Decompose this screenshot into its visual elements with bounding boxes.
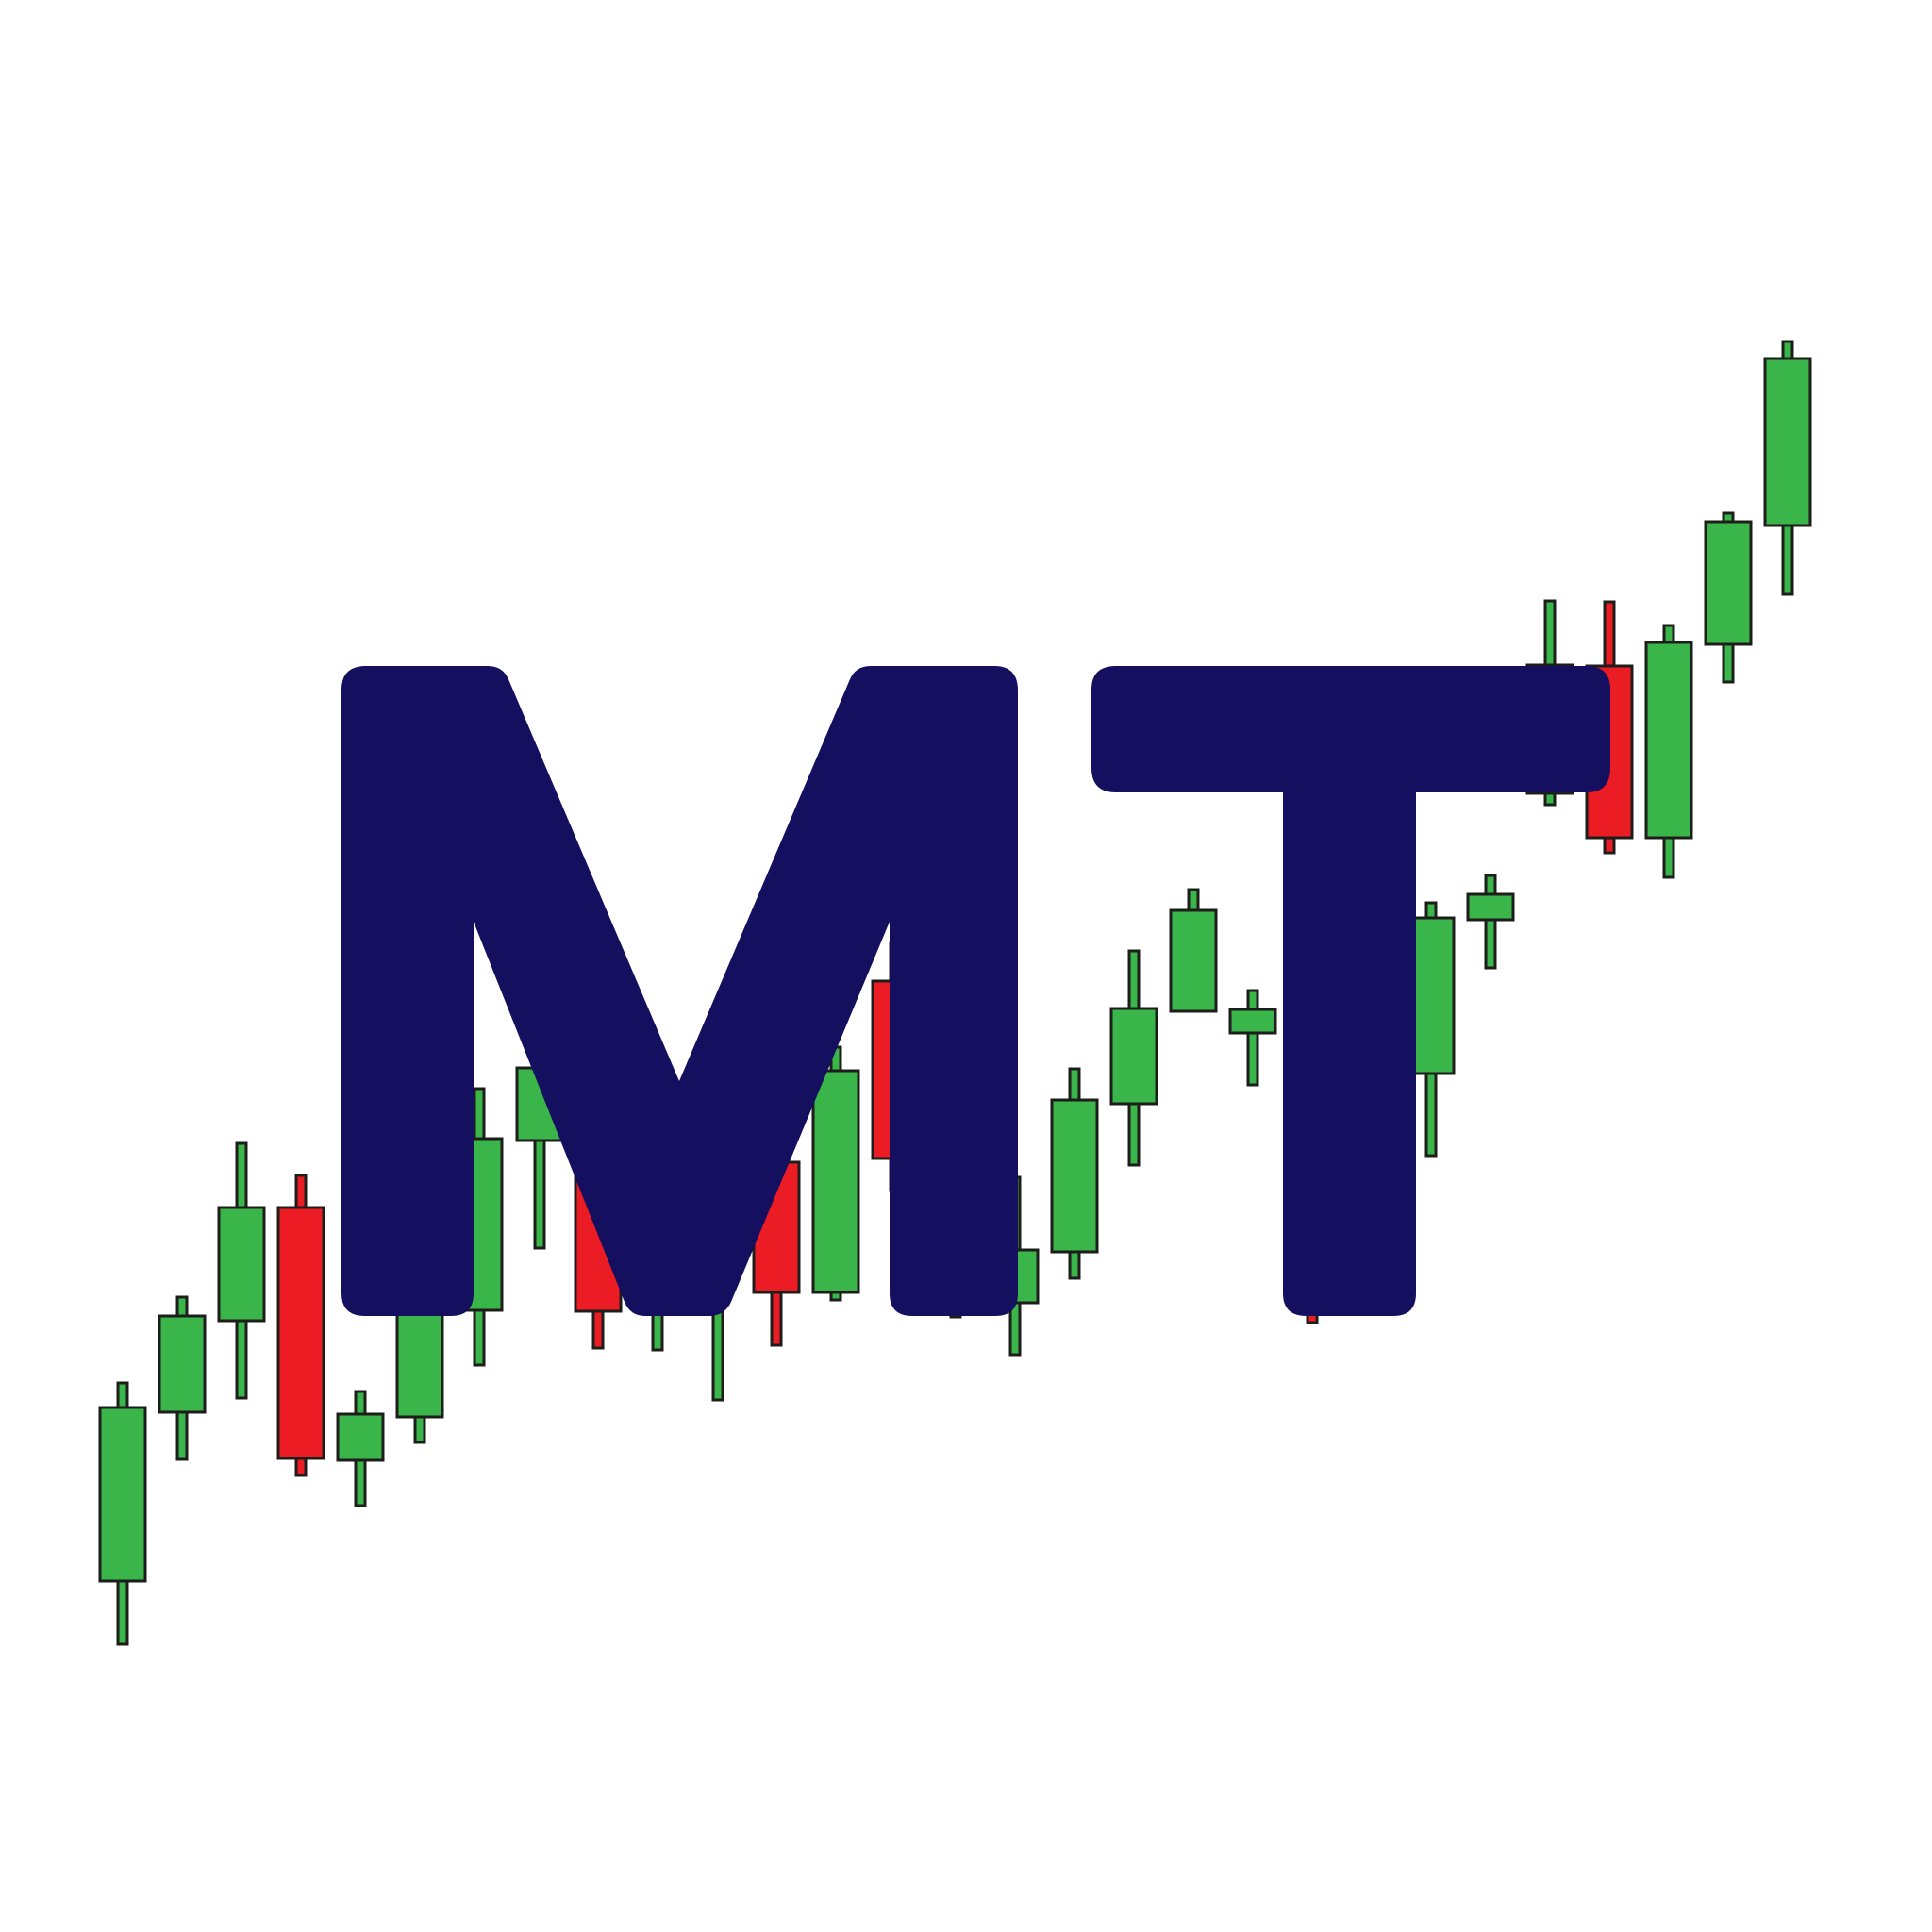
candle-wick [1484,874,1497,970]
candlestick [276,1174,325,1477]
candlestick [1644,624,1693,879]
candle-body-up [1763,357,1812,527]
candlestick [811,1045,860,1302]
candle-body-up [1704,520,1753,646]
candle-body-up [98,1406,147,1583]
candlestick [98,1381,147,1646]
candlestick [1228,989,1277,1087]
letter-m [341,666,1018,1316]
candle-body-up [1109,1007,1158,1106]
candle-body-up [1228,1008,1277,1035]
candlestick [1466,874,1515,970]
candle-body-up [1050,1098,1099,1254]
candle-body-up [158,1314,207,1414]
candlestick [1050,1067,1099,1280]
candle-body-down [276,1206,325,1460]
candlestick [217,1141,266,1400]
candle-body-up [811,1069,860,1294]
candlestick [336,1390,385,1507]
candlestick [1109,949,1158,1167]
candlestick [395,1279,444,1444]
candle-wick [1246,989,1259,1087]
mt-lettering [341,666,1610,1316]
candlestick [158,1295,207,1461]
candle-body-up [395,1300,444,1419]
candle-body-up [1644,641,1693,840]
candle-body-up [336,1412,385,1462]
candlestick [1704,511,1753,684]
candle-body-up [1169,908,1218,1013]
candlestick [1763,340,1812,596]
candle-body-up [217,1206,266,1323]
candle-body-up [1466,892,1515,922]
letter-t [1091,666,1610,1316]
candlestick [1169,888,1218,1013]
